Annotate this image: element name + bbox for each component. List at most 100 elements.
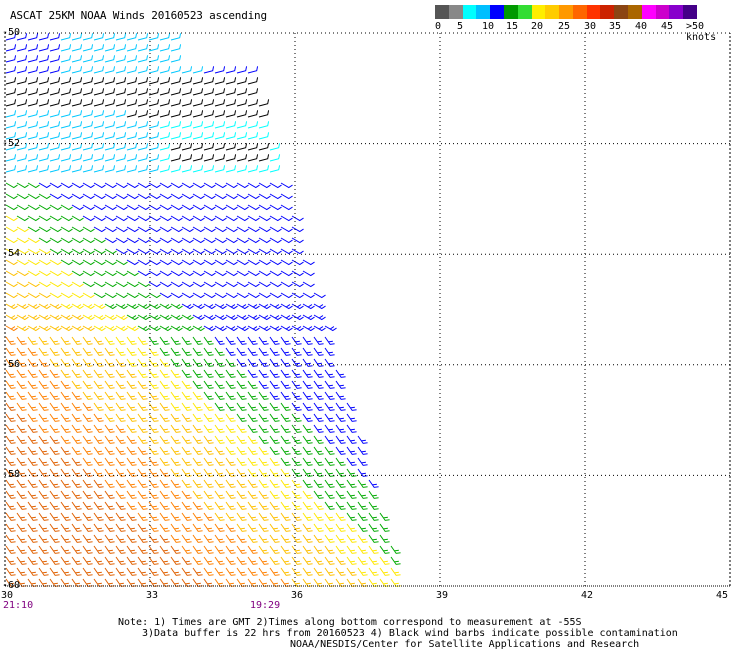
legend-swatch [600,5,615,19]
wind-barb [137,424,148,433]
wind-barb [159,259,172,266]
wind-barb [225,182,238,189]
wind-barb [148,44,160,52]
wind-barb [214,358,225,367]
wind-barb [71,237,84,244]
wind-barb [181,193,194,200]
wind-barb [203,281,216,288]
wind-barb [236,457,247,466]
wind-barb [313,424,324,433]
wind-barb [71,182,84,189]
wind-barb [104,55,116,63]
wind-barb [137,501,148,510]
wind-barb [181,457,192,466]
wind-barb [192,457,203,466]
wind-barb [104,165,116,173]
wind-barb [49,99,61,107]
wind-barb [247,237,260,244]
wind-barb [181,490,192,499]
wind-barb [291,479,302,488]
wind-barb [27,468,38,477]
wind-barb [225,121,237,129]
wind-barb [137,523,148,532]
wind-barb [214,154,226,162]
wind-barb [60,545,71,554]
wind-barb [104,457,115,466]
wind-barb [280,468,291,477]
wind-barb [302,325,315,332]
wind-barb [104,88,116,96]
wind-barb [269,204,282,211]
wind-barb [335,556,346,565]
wind-barb [324,468,335,477]
wind-barb [5,33,17,41]
wind-barb [148,215,161,222]
wind-barb [159,380,170,389]
wind-barb [82,110,94,118]
wind-barb [269,215,282,222]
wind-barb [93,446,104,455]
wind-barb [225,66,237,74]
wind-barb [346,545,357,554]
wind-barb [302,336,313,345]
wind-barb [27,121,39,129]
wind-barb [104,424,115,433]
wind-barb [60,567,71,576]
wind-barb [258,215,271,222]
wind-barb [159,88,171,96]
wind-barb [225,512,236,521]
wind-barb [115,457,126,466]
wind-barb [60,193,73,200]
wind-barb [170,556,181,565]
wind-barb [115,446,126,455]
wind-barb [137,413,148,422]
wind-barb [258,121,270,129]
wind-barb [368,479,379,488]
wind-barb [346,479,357,488]
wind-barb [258,259,271,266]
wind-barb [159,512,170,521]
wind-barb [16,358,27,367]
wind-barb [126,380,137,389]
wind-barb [247,99,259,107]
wind-barb [148,226,161,233]
wind-barb [5,193,18,200]
wind-barb [126,33,138,41]
wind-barb [27,347,38,356]
wind-barb [148,182,161,189]
wind-barb [71,347,82,356]
wind-barb [104,369,115,378]
wind-barb [236,248,249,255]
wind-barb [137,490,148,499]
wind-barb [5,468,16,477]
wind-barb [137,336,148,345]
wind-barb [38,77,50,85]
wind-barb [49,358,60,367]
wind-barb [324,435,335,444]
legend-swatch [503,5,519,19]
wind-barb [269,237,282,244]
wind-barb [93,545,104,554]
wind-barb [148,121,160,129]
wind-barb [148,369,159,378]
wind-barb [247,204,260,211]
wind-barb [302,380,313,389]
wind-barb [16,259,29,266]
wind-barb [170,154,182,162]
wind-barb [203,215,216,222]
legend-swatch [545,5,560,19]
wind-barb [258,402,269,411]
wind-barb [148,143,160,151]
longitude-label: 30 [1,590,14,601]
wind-barb [203,567,214,576]
wind-barb [82,479,93,488]
wind-barb [258,545,269,554]
wind-barb [247,336,258,345]
wind-barb [27,99,39,107]
wind-barb [247,193,260,200]
wind-barb [302,446,313,455]
wind-barb [280,446,291,455]
wind-barb [159,391,170,400]
wind-barb [60,44,72,52]
wind-barb [225,248,238,255]
